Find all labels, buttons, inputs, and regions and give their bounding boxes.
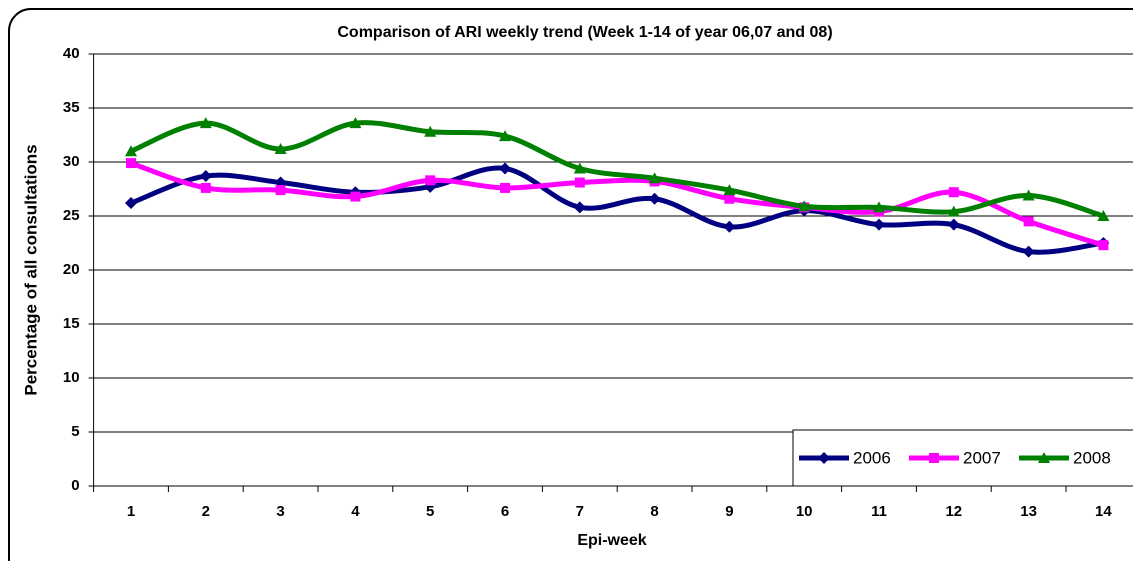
marker bbox=[125, 197, 137, 210]
marker bbox=[1022, 245, 1035, 258]
y-tick-label: 0 bbox=[71, 477, 79, 494]
marker bbox=[947, 205, 960, 217]
legend-label: 2007 bbox=[963, 448, 1001, 467]
legend-box bbox=[792, 429, 1133, 487]
marker bbox=[350, 191, 361, 202]
x-tick-label: 12 bbox=[945, 503, 962, 520]
marker bbox=[1022, 189, 1035, 201]
marker bbox=[873, 218, 885, 231]
marker bbox=[199, 170, 212, 183]
x-tick-label: 14 bbox=[1095, 503, 1112, 520]
x-tick-label: 6 bbox=[501, 503, 509, 520]
x-tick-label: 13 bbox=[1020, 503, 1037, 520]
marker bbox=[574, 177, 585, 188]
x-tick-label: 4 bbox=[351, 503, 360, 520]
marker bbox=[349, 117, 362, 129]
chart-title: Comparison of ARI weekly trend (Week 1-1… bbox=[337, 24, 832, 41]
marker bbox=[947, 218, 960, 231]
x-tick-label: 9 bbox=[725, 503, 733, 520]
marker bbox=[1097, 210, 1110, 221]
y-tick-label: 10 bbox=[63, 369, 80, 386]
marker bbox=[724, 193, 735, 204]
y-tick-label: 35 bbox=[63, 99, 80, 116]
marker bbox=[723, 184, 736, 196]
marker bbox=[200, 182, 211, 193]
x-tick-label: 10 bbox=[796, 503, 813, 520]
y-tick-label: 40 bbox=[63, 45, 80, 62]
marker bbox=[425, 175, 436, 186]
legend-label: 2008 bbox=[1073, 448, 1111, 467]
marker bbox=[126, 158, 136, 169]
x-tick-label: 1 bbox=[127, 503, 135, 520]
marker bbox=[1098, 240, 1109, 251]
x-tick-label: 11 bbox=[871, 503, 887, 520]
marker bbox=[499, 130, 511, 142]
marker bbox=[818, 452, 830, 464]
marker bbox=[199, 117, 212, 129]
marker bbox=[723, 220, 736, 233]
y-tick-label: 30 bbox=[63, 153, 80, 170]
y-axis-label: Percentage of all consultations bbox=[21, 144, 40, 395]
marker bbox=[125, 145, 137, 157]
y-tick-label: 25 bbox=[63, 207, 80, 224]
marker bbox=[948, 187, 959, 198]
marker bbox=[929, 453, 939, 463]
x-tick-label: 5 bbox=[426, 503, 434, 520]
marker bbox=[1023, 216, 1034, 227]
marker bbox=[1038, 452, 1050, 463]
y-tick-label: 15 bbox=[63, 315, 80, 332]
x-tick-label: 7 bbox=[576, 503, 584, 520]
x-tick-label: 2 bbox=[202, 503, 210, 520]
y-tick-label: 20 bbox=[63, 261, 80, 278]
marker bbox=[424, 125, 437, 137]
x-axis-label: Epi-week bbox=[577, 532, 646, 549]
marker bbox=[873, 201, 885, 213]
marker bbox=[648, 192, 661, 205]
marker bbox=[573, 162, 586, 174]
x-tick-label: 8 bbox=[650, 503, 658, 520]
marker bbox=[275, 185, 286, 196]
y-tick-label: 5 bbox=[71, 423, 79, 440]
marker bbox=[798, 200, 811, 212]
marker bbox=[573, 201, 586, 214]
marker bbox=[274, 143, 287, 155]
marker bbox=[499, 162, 511, 175]
x-tick-label: 3 bbox=[276, 503, 284, 520]
marker bbox=[648, 172, 661, 184]
legend-label: 2006 bbox=[853, 448, 891, 467]
marker bbox=[500, 182, 510, 193]
legend: 2006 2007 2008 bbox=[792, 429, 1133, 487]
